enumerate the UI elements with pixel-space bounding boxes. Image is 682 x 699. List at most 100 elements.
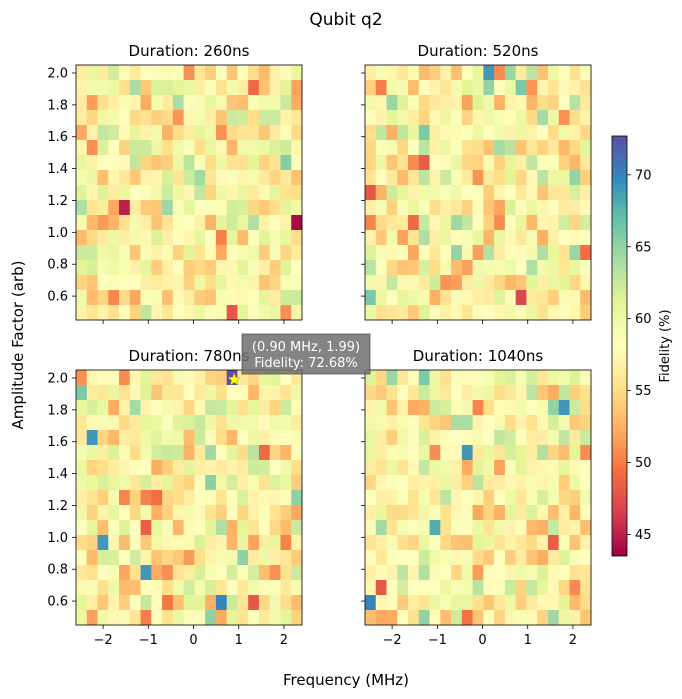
heatmap-cell — [172, 610, 185, 626]
heatmap-cell — [129, 535, 141, 551]
heatmap-cell — [526, 385, 538, 401]
heatmap-cell — [461, 185, 474, 201]
heatmap-cell — [172, 415, 185, 431]
heatmap-cell — [558, 490, 570, 506]
heatmap-cell — [365, 520, 377, 536]
heatmap-cell — [429, 185, 441, 201]
heatmap-cell — [97, 65, 109, 81]
heatmap-cell — [375, 140, 387, 156]
heatmap-cell — [537, 610, 549, 626]
heatmap-cell — [162, 170, 174, 186]
heatmap-cell — [580, 110, 592, 126]
heatmap-cell — [194, 445, 206, 461]
heatmap-cell — [86, 475, 98, 491]
heatmap-cell — [258, 65, 271, 81]
heatmap-cell — [408, 80, 420, 96]
heatmap-cell — [258, 445, 271, 461]
heatmap-cell — [440, 290, 452, 306]
heatmap-cell — [418, 110, 430, 126]
heatmap-cell — [280, 65, 292, 81]
heatmap-cell — [119, 305, 131, 321]
heatmap-cell — [580, 305, 592, 321]
heatmap-cell — [151, 155, 163, 171]
heatmap-cell — [365, 595, 377, 611]
heatmap-cell — [129, 170, 141, 186]
heatmap-cell — [504, 535, 517, 551]
heatmap-cell — [483, 260, 495, 276]
heatmap-cell — [515, 80, 527, 96]
heatmap-cell — [408, 185, 420, 201]
heatmap-cell — [569, 155, 581, 171]
heatmap-cell — [162, 185, 174, 201]
heatmap-cell — [280, 475, 292, 491]
heatmap-cell — [580, 430, 592, 446]
heatmap-cell — [151, 535, 163, 551]
heatmap-cell — [269, 460, 281, 476]
heatmap-cell — [526, 245, 538, 261]
heatmap-cell — [429, 260, 441, 276]
heatmap-cell — [258, 275, 271, 291]
heatmap-cell — [194, 215, 206, 231]
heatmap-cell — [269, 385, 281, 401]
heatmap-cell — [183, 185, 195, 201]
heatmap-cell — [397, 565, 409, 581]
heatmap-cell — [97, 415, 109, 431]
heatmap-cell — [547, 565, 560, 581]
heatmap-cell — [494, 370, 506, 386]
heatmap-cell — [97, 125, 109, 141]
heatmap-cell — [226, 595, 238, 611]
heatmap-cell — [386, 245, 398, 261]
heatmap-cell — [162, 400, 174, 416]
heatmap-cell — [269, 475, 281, 491]
heatmap-cell — [119, 520, 131, 536]
heatmap-cell — [258, 200, 271, 216]
heatmap-cell — [580, 550, 592, 566]
heatmap-cell — [140, 65, 152, 81]
heatmap-cell — [429, 275, 441, 291]
heatmap-cell — [483, 245, 495, 261]
heatmap-cell — [397, 155, 409, 171]
heatmap-cell — [375, 305, 387, 321]
heatmap-cell — [140, 595, 152, 611]
heatmap-cell — [291, 80, 303, 96]
heatmap-cell — [226, 275, 238, 291]
heatmap-cell — [547, 140, 560, 156]
heatmap-cell — [280, 430, 292, 446]
heatmap-cell — [119, 275, 131, 291]
heatmap-cell — [461, 595, 474, 611]
heatmap-cell — [248, 155, 260, 171]
heatmap-cell — [483, 385, 495, 401]
heatmap-cell — [269, 155, 281, 171]
heatmap-cell — [129, 80, 141, 96]
heatmap-cell — [483, 290, 495, 306]
heatmap-cell — [386, 260, 398, 276]
heatmap-cell — [172, 140, 185, 156]
heatmap-cell — [205, 215, 217, 231]
heatmap-cell — [580, 185, 592, 201]
heatmap-cell — [248, 490, 260, 506]
heatmap-cell — [386, 490, 398, 506]
heatmap-cell — [580, 260, 592, 276]
heatmap-cell — [248, 290, 260, 306]
heatmap-cell — [408, 140, 420, 156]
heatmap-cell — [547, 275, 560, 291]
heatmap-cell — [76, 520, 88, 536]
heatmap-cell — [248, 445, 260, 461]
heatmap-cell — [119, 610, 131, 626]
heatmap-cell — [418, 535, 430, 551]
heatmap-cell — [408, 245, 420, 261]
heatmap-cell — [558, 275, 570, 291]
heatmap-cell — [280, 565, 292, 581]
heatmap-cell — [580, 505, 592, 521]
heatmap-cell — [108, 505, 120, 521]
y-tick-label: 1.4 — [47, 467, 68, 482]
heatmap-cell — [537, 185, 549, 201]
heatmap-cell — [365, 140, 377, 156]
heatmap-cell — [119, 445, 131, 461]
heatmap-cell — [547, 245, 560, 261]
heatmap-cell — [472, 275, 484, 291]
heatmap-cell — [215, 565, 228, 581]
heatmap-cell — [483, 275, 495, 291]
heatmap-cell — [215, 80, 228, 96]
heatmap-cell — [162, 550, 174, 566]
